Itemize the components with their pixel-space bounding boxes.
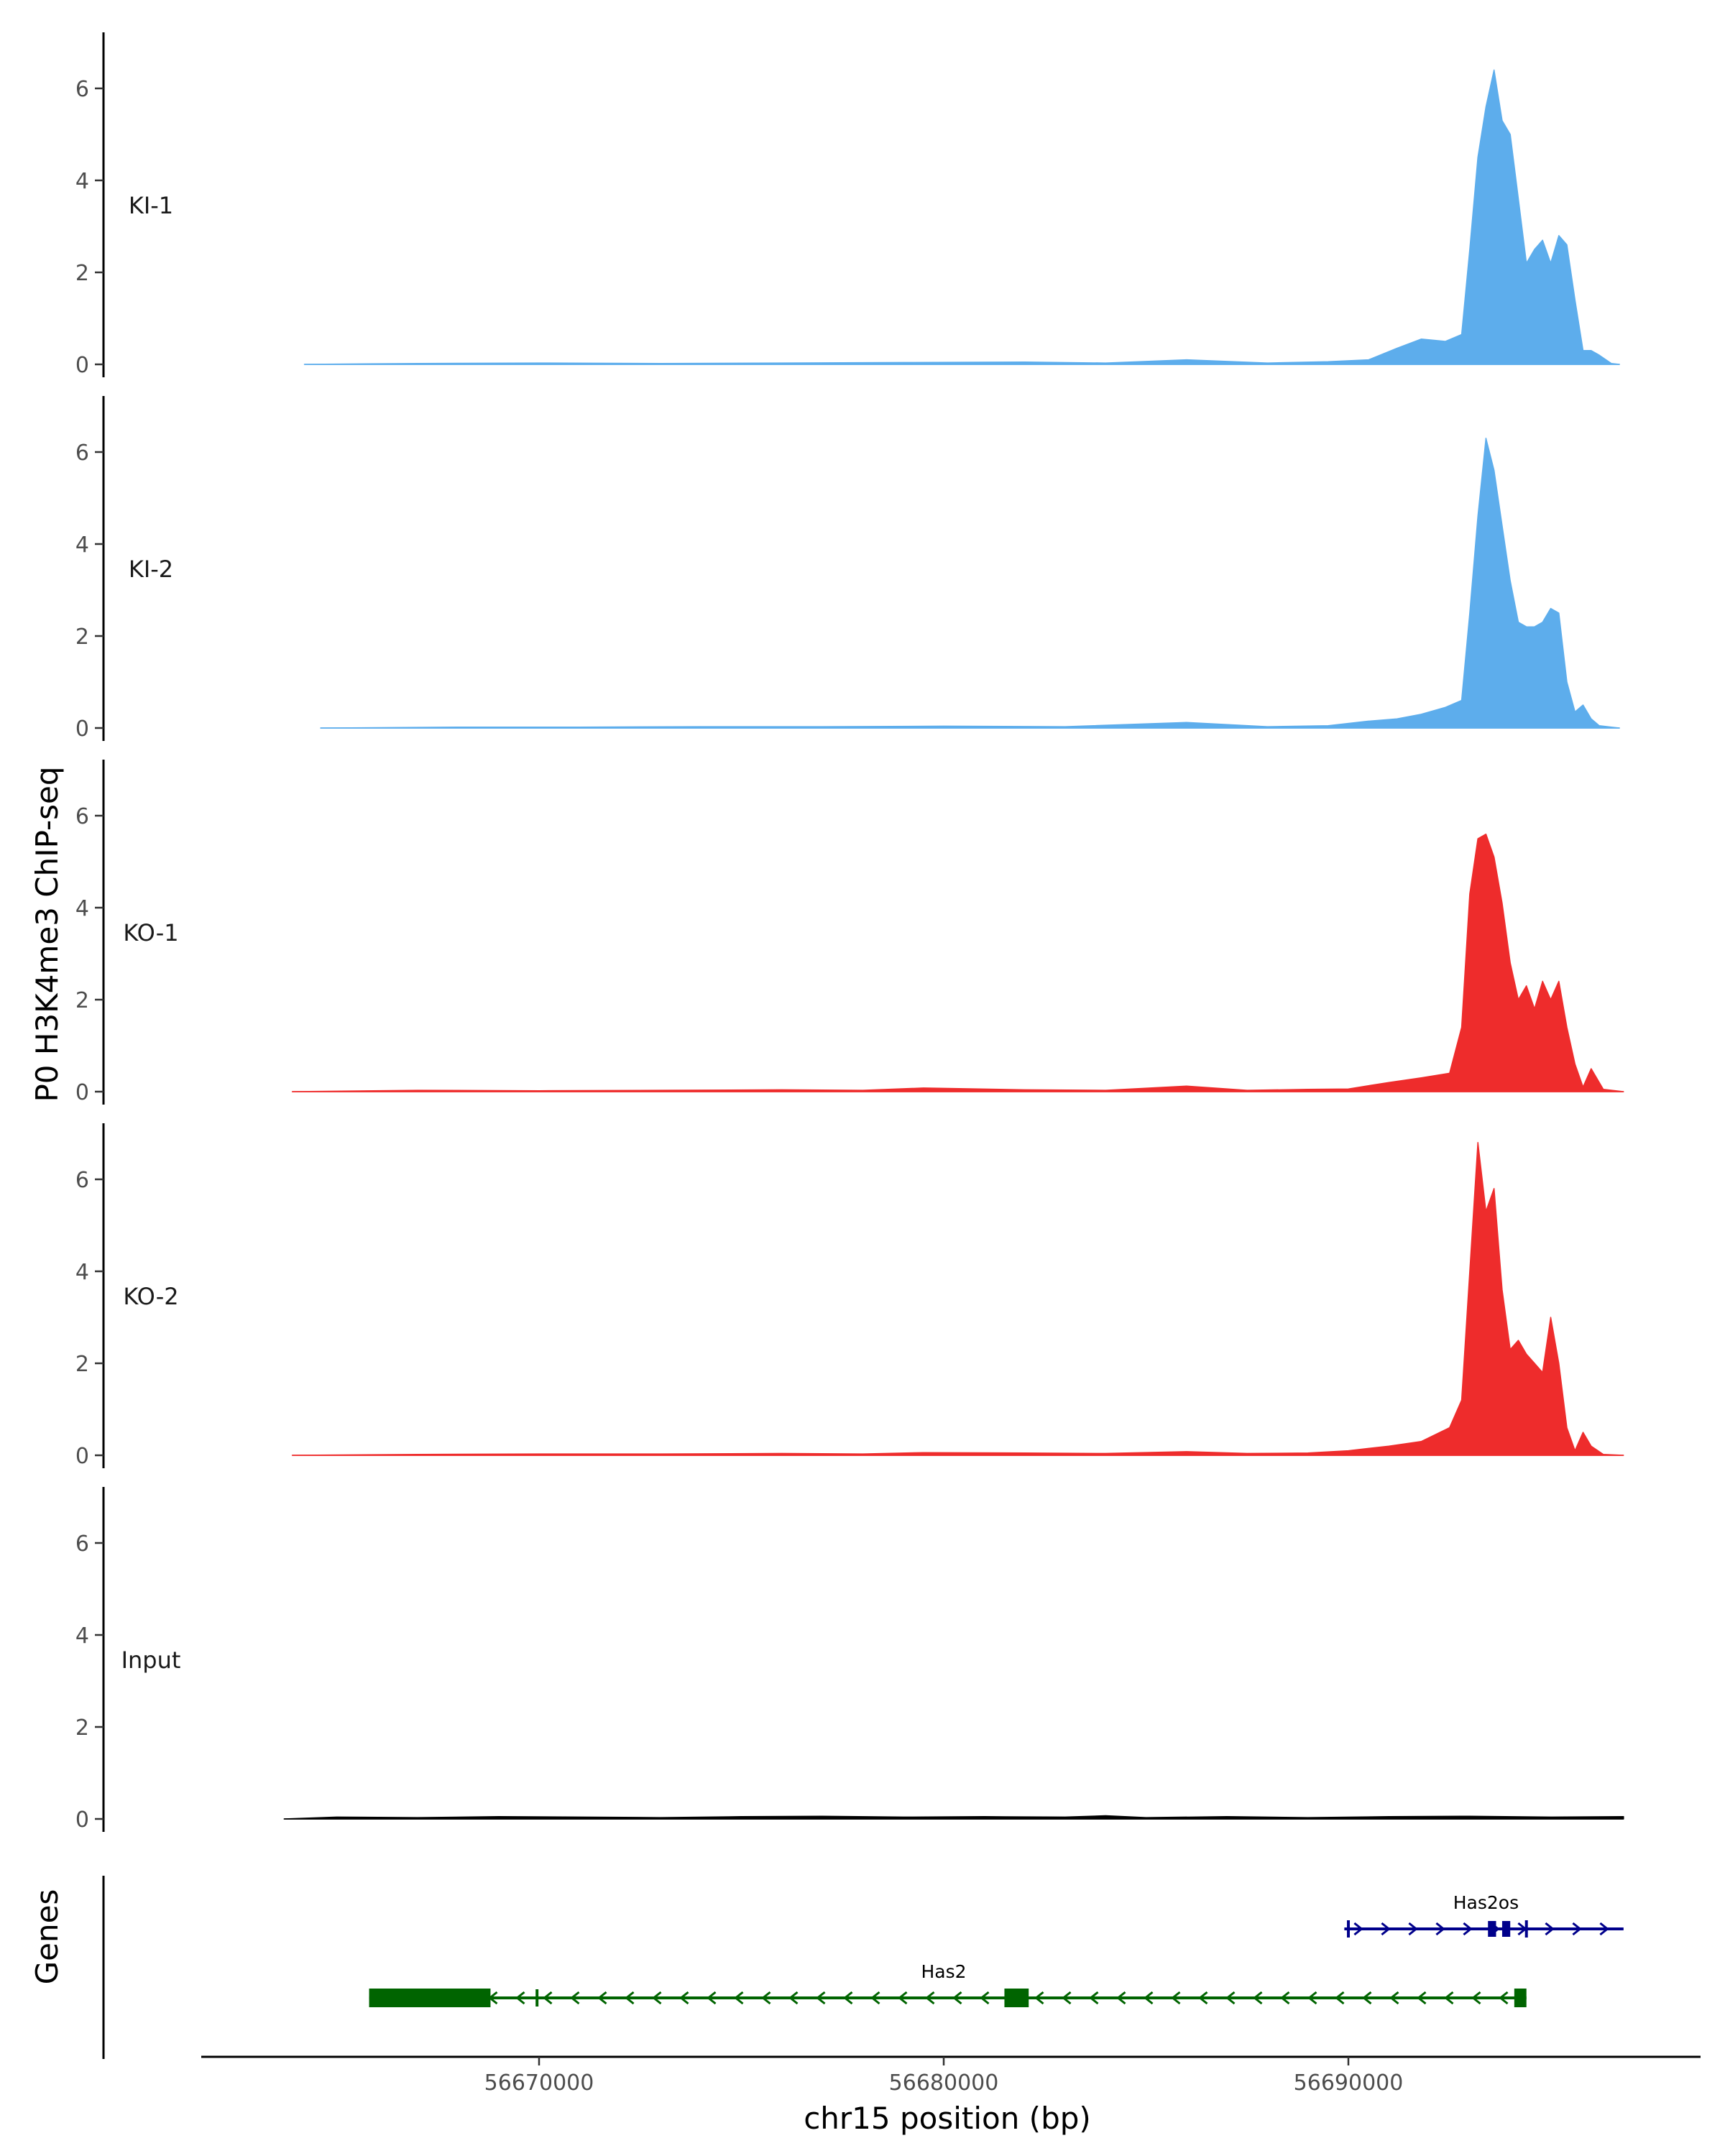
strand-arrow (1353, 1922, 1363, 1936)
strand-arrow (515, 1991, 525, 2005)
track-ki-2: 0 2 4 6 KI-2 (75, 396, 1620, 742)
strand-arrow (1389, 1991, 1399, 2005)
gene-label: Has2os (1453, 1892, 1519, 1913)
y-tick-label: 0 (75, 353, 89, 378)
coverage-area (283, 1815, 1624, 1820)
strand-arrow (1444, 1991, 1454, 2005)
coverage-tracks: 0 2 4 6 KI-1 0 2 4 6 KI-2 0 2 4 6 KO-1 0 2 4 6 KO-2 0 2 4 6 Inpu… (75, 32, 1624, 1833)
track-ko-2: 0 2 4 6 KO-2 (75, 1123, 1624, 1469)
strand-arrow (707, 1991, 717, 2005)
y-tick-label: 2 (75, 988, 89, 1013)
y-tick-label: 4 (75, 1260, 89, 1285)
strand-arrow (1362, 1991, 1372, 2005)
strand-arrow (625, 1991, 635, 2005)
track-label: KI-1 (129, 192, 173, 219)
strand-arrow (1408, 1922, 1418, 1936)
strand-arrow (843, 1991, 853, 2005)
exon (1004, 1989, 1029, 2007)
y-tick-label: 6 (75, 441, 89, 466)
strand-arrow (734, 1991, 744, 2005)
strand-arrow (1253, 1991, 1263, 2005)
exon (1514, 1989, 1527, 2007)
exon (1501, 1921, 1511, 1937)
x-tick-label: 56690000 (1294, 2070, 1404, 2096)
x-axis-title: chr15 position (bp) (804, 2101, 1091, 2136)
strand-arrow (1116, 1991, 1126, 2005)
coverage-area (291, 1142, 1624, 1456)
strand-arrow (870, 1991, 880, 2005)
strand-arrow (925, 1991, 935, 2005)
strand-arrow (761, 1991, 771, 2005)
gene-label: Has2 (921, 1961, 966, 1982)
strand-arrow (1034, 1991, 1044, 2005)
exon (1488, 1921, 1496, 1937)
strand-arrow (1307, 1991, 1317, 2005)
y-tick-label: 0 (75, 1807, 89, 1833)
strand-arrow (543, 1991, 553, 2005)
y-tick-label: 2 (75, 625, 89, 650)
y-tick-label: 2 (75, 1352, 89, 1377)
strand-arrow (980, 1991, 990, 2005)
y-tick-label: 0 (75, 1080, 89, 1105)
y-tick-label: 4 (75, 533, 89, 558)
track-label: KO-2 (123, 1283, 178, 1310)
track-ki-1: 0 2 4 6 KI-1 (75, 32, 1620, 378)
strand-arrow (898, 1991, 908, 2005)
y-tick-label: 4 (75, 169, 89, 194)
exon (369, 1989, 491, 2007)
strand-arrow (679, 1991, 689, 2005)
y-tick-label: 0 (75, 1444, 89, 1469)
y-tick-label: 0 (75, 717, 89, 742)
strand-arrow (1144, 1991, 1154, 2005)
coverage-area (320, 438, 1620, 729)
strand-arrow (788, 1991, 799, 2005)
strand-arrow (1435, 1922, 1445, 1936)
x-tick-label: 56670000 (484, 2070, 594, 2096)
track-label: KO-1 (123, 919, 178, 946)
strand-arrow (1499, 1991, 1509, 2005)
strand-arrow (1572, 1922, 1582, 1936)
gene-has2: Has2 (369, 1961, 1527, 2007)
strand-arrow (1335, 1991, 1345, 2005)
y-tick-label: 4 (75, 1623, 89, 1649)
strand-arrow (1417, 1991, 1427, 2005)
y-axis-title: P0 H3K4me3 ChIP-seq (29, 766, 65, 1102)
genes-axis-title: Genes (29, 1889, 65, 1985)
strand-arrow (1545, 1922, 1555, 1936)
strand-arrow (1280, 1991, 1290, 2005)
strand-arrow (597, 1991, 607, 2005)
strand-arrow (1225, 1991, 1236, 2005)
y-tick-label: 2 (75, 1715, 89, 1741)
strand-arrow (570, 1991, 580, 2005)
y-tick-label: 6 (75, 1531, 89, 1557)
strand-arrow (816, 1991, 826, 2005)
y-tick-label: 6 (75, 1168, 89, 1193)
track-label: KI-2 (129, 556, 173, 583)
x-axis: 56670000 56680000 56690000 (201, 2055, 1701, 2096)
coverage-area (303, 69, 1620, 365)
strand-arrow (1171, 1991, 1181, 2005)
y-tick-label: 2 (75, 261, 89, 286)
gene-track: Has2 Has2os (102, 1876, 1624, 2059)
y-tick-label: 6 (75, 804, 89, 829)
strand-arrow (952, 1991, 962, 2005)
track-input: 0 2 4 6 Input (75, 1487, 1624, 1833)
strand-arrow (1381, 1922, 1391, 1936)
y-tick-label: 6 (75, 77, 89, 102)
x-tick-label: 56680000 (889, 2070, 999, 2096)
strand-arrow (1062, 1991, 1072, 2005)
strand-arrow (1463, 1922, 1473, 1936)
strand-arrow (1599, 1922, 1609, 1936)
gene-has2os: Has2os (1344, 1892, 1624, 1938)
strand-arrow (1471, 1991, 1481, 2005)
y-tick-label: 4 (75, 896, 89, 921)
strand-arrow (1089, 1991, 1099, 2005)
track-ko-1: 0 2 4 6 KO-1 (75, 760, 1624, 1105)
strand-arrow (652, 1991, 662, 2005)
track-label: Input (121, 1646, 181, 1674)
coverage-area (291, 833, 1624, 1092)
strand-arrow (1198, 1991, 1208, 2005)
